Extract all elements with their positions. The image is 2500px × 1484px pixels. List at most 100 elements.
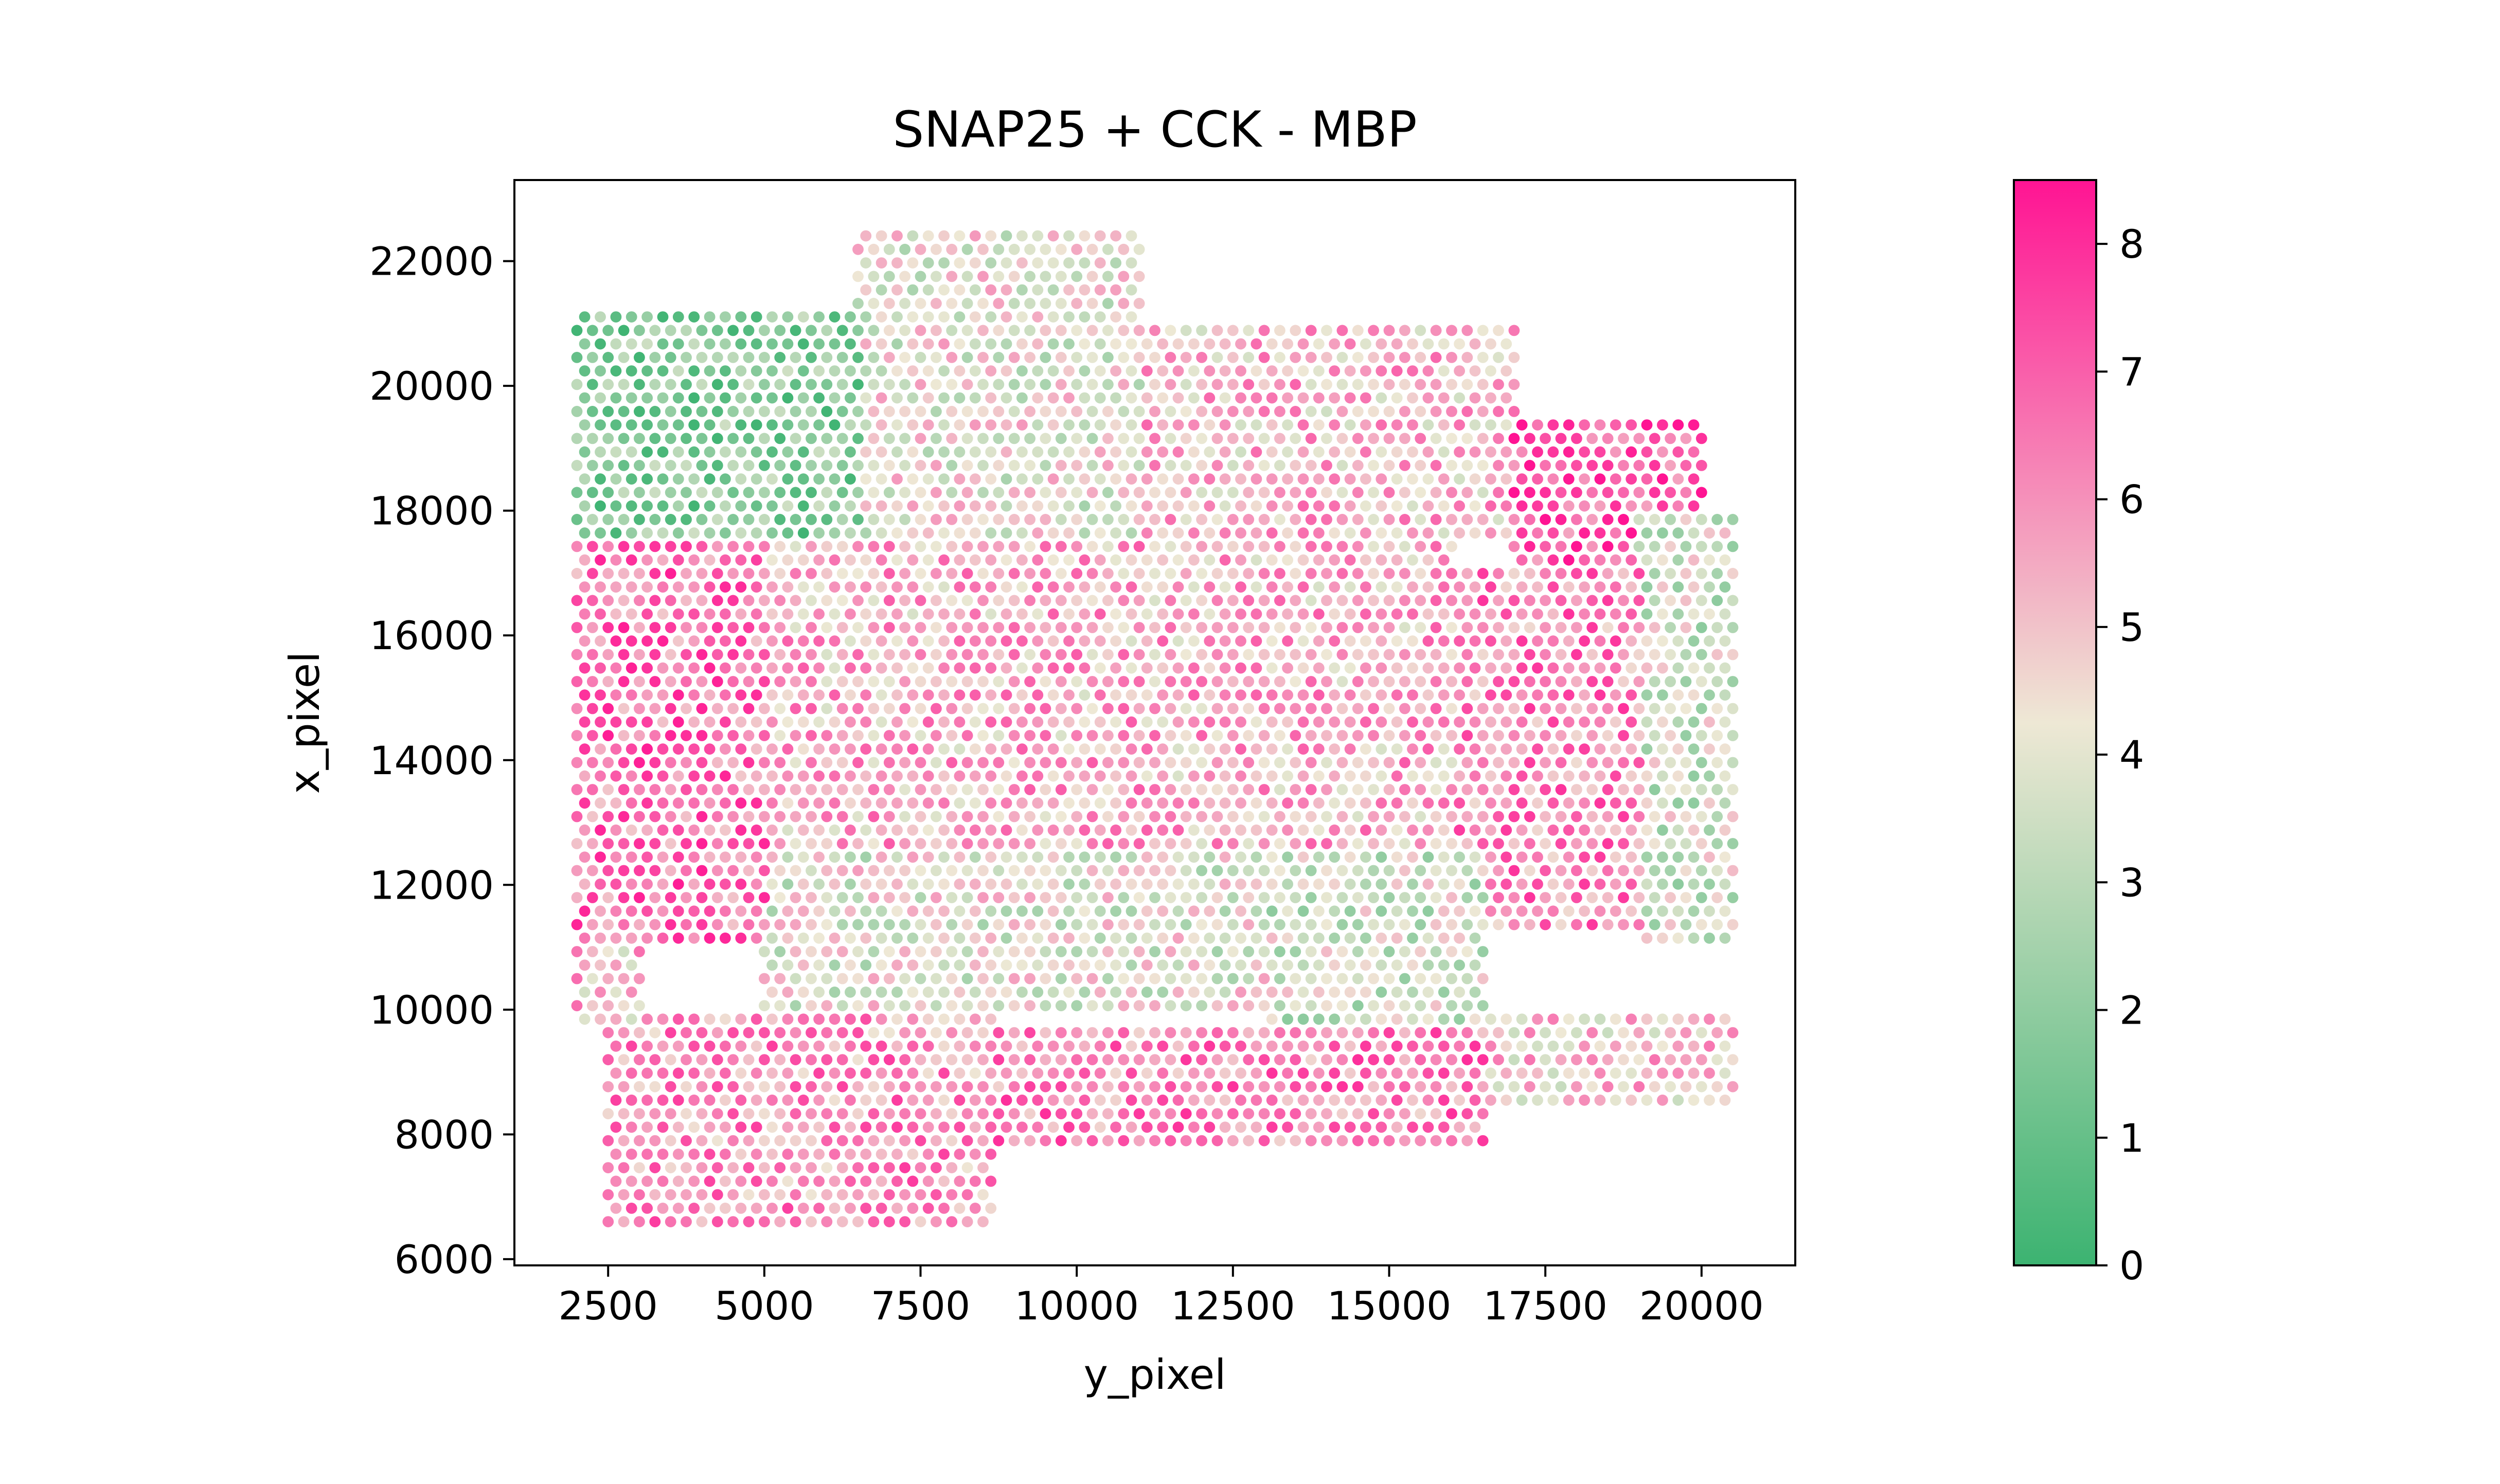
- data-point: [1282, 608, 1294, 620]
- data-point: [1118, 703, 1130, 714]
- data-point: [1157, 689, 1169, 701]
- data-point: [993, 811, 1005, 823]
- data-point: [1360, 743, 1371, 755]
- data-point: [1102, 838, 1114, 849]
- data-point: [860, 1148, 872, 1160]
- y-tick-label: 18000: [369, 488, 494, 534]
- data-point: [1196, 406, 1208, 417]
- data-point: [743, 1216, 755, 1228]
- data-point: [681, 811, 692, 823]
- data-point: [868, 973, 880, 985]
- data-point: [1454, 365, 1466, 377]
- data-point: [1055, 703, 1067, 714]
- data-point: [1188, 986, 1200, 998]
- data-point: [672, 1067, 684, 1079]
- data-point: [1047, 1121, 1059, 1133]
- data-point: [883, 1216, 895, 1228]
- data-point: [1516, 1094, 1528, 1106]
- data-point: [1001, 311, 1012, 323]
- data-point: [1001, 689, 1012, 701]
- data-point: [1672, 1013, 1684, 1025]
- data-point: [1493, 676, 1504, 687]
- data-point: [1032, 689, 1044, 701]
- data-point: [1063, 1121, 1075, 1133]
- data-point: [1485, 824, 1496, 836]
- data-point: [821, 622, 833, 633]
- data-point: [1008, 406, 1020, 417]
- data-point: [1258, 1027, 1270, 1039]
- data-point: [1071, 1000, 1083, 1011]
- data-point: [1376, 905, 1387, 917]
- data-point: [868, 1135, 880, 1147]
- data-point: [845, 581, 856, 593]
- data-point: [993, 838, 1005, 849]
- data-point: [1133, 325, 1145, 336]
- data-point: [1133, 676, 1145, 687]
- data-point: [907, 635, 919, 647]
- data-point: [790, 1135, 801, 1147]
- data-point: [735, 851, 747, 863]
- data-point: [759, 973, 770, 985]
- data-point: [821, 811, 833, 823]
- data-point: [938, 905, 950, 917]
- data-point: [1571, 541, 1582, 552]
- data-point: [774, 757, 786, 768]
- data-point: [938, 500, 950, 512]
- data-point: [1657, 689, 1668, 701]
- data-point: [626, 473, 637, 485]
- data-point: [868, 757, 880, 768]
- data-point: [1672, 554, 1684, 566]
- data-point: [1251, 959, 1262, 971]
- data-point: [595, 311, 606, 323]
- data-point: [1321, 838, 1332, 849]
- data-point: [993, 919, 1005, 931]
- data-point: [704, 662, 716, 674]
- data-point: [1204, 1067, 1216, 1079]
- data-point: [1352, 730, 1364, 741]
- data-point: [1008, 730, 1020, 741]
- data-point: [727, 1027, 739, 1039]
- data-point: [1633, 487, 1645, 498]
- data-point: [1313, 716, 1325, 728]
- data-point: [969, 824, 981, 836]
- data-point: [1704, 635, 1715, 647]
- data-point: [1727, 514, 1739, 525]
- data-point: [891, 500, 903, 512]
- data-point: [1399, 784, 1410, 795]
- data-point: [1102, 892, 1114, 903]
- data-point: [1508, 1054, 1520, 1066]
- data-point: [1055, 676, 1067, 687]
- data-point: [1196, 784, 1208, 795]
- data-point: [1641, 878, 1653, 890]
- data-point: [1071, 865, 1083, 877]
- data-point: [641, 635, 653, 647]
- data-point: [1118, 243, 1130, 255]
- data-point: [1485, 473, 1496, 485]
- data-point: [1180, 406, 1192, 417]
- data-point: [954, 257, 966, 269]
- data-point: [1055, 406, 1067, 417]
- data-point: [657, 1013, 669, 1025]
- data-point: [1227, 406, 1239, 417]
- data-point: [1633, 838, 1645, 849]
- data-point: [915, 1162, 926, 1174]
- data-point: [1243, 946, 1255, 957]
- data-point: [1219, 419, 1231, 431]
- data-point: [1672, 824, 1684, 836]
- data-point: [1508, 649, 1520, 660]
- data-point: [1376, 473, 1387, 485]
- data-point: [797, 932, 809, 944]
- data-point: [1469, 743, 1481, 755]
- data-point: [1266, 689, 1278, 701]
- data-point: [1329, 878, 1341, 890]
- data-point: [610, 1040, 622, 1052]
- data-point: [1133, 757, 1145, 768]
- data-point: [743, 1027, 755, 1039]
- data-point: [868, 271, 880, 282]
- data-point: [931, 1000, 942, 1011]
- data-point: [1024, 838, 1035, 849]
- data-point: [1430, 352, 1442, 363]
- data-point: [1110, 230, 1122, 242]
- data-point: [899, 946, 910, 957]
- data-point: [1329, 1013, 1341, 1025]
